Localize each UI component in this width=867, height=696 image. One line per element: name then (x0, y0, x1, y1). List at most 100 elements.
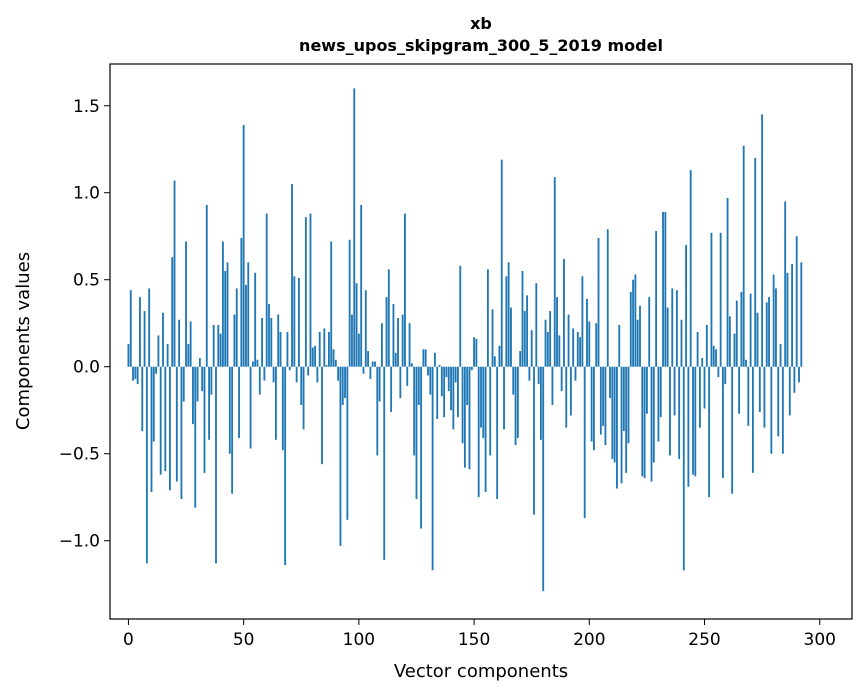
bar (330, 241, 333, 367)
bar (503, 366, 505, 430)
bar (781, 366, 784, 454)
bar (281, 366, 284, 451)
bar (486, 269, 489, 367)
y-tick-label: 1.0 (73, 184, 100, 204)
bar (740, 291, 743, 367)
bar (288, 366, 291, 371)
bar (588, 321, 591, 367)
bar (558, 335, 561, 367)
bar (549, 311, 552, 367)
bar (233, 314, 236, 367)
y-tick-label: −0.5 (59, 445, 100, 465)
bar (268, 304, 270, 367)
bar (590, 366, 593, 442)
bar (622, 366, 625, 432)
bar (521, 271, 524, 367)
bar (468, 366, 471, 470)
bar (738, 366, 741, 414)
bar (337, 366, 340, 381)
bars-group (127, 88, 803, 592)
bar (581, 276, 584, 367)
bar (212, 324, 215, 367)
bar (477, 366, 480, 498)
bar (321, 366, 323, 465)
bar (159, 366, 162, 475)
bar (298, 278, 300, 367)
bar (316, 366, 319, 383)
bar (300, 366, 303, 406)
bar (687, 366, 690, 487)
bar (217, 324, 220, 367)
bar (201, 366, 204, 392)
bar (542, 366, 545, 592)
bar (710, 232, 713, 367)
bar (440, 366, 443, 397)
bar (694, 366, 697, 477)
bar (141, 366, 144, 432)
bar (756, 312, 759, 367)
bar (417, 366, 420, 406)
bar (251, 361, 254, 367)
bar (424, 349, 427, 367)
bar (569, 366, 572, 416)
bar (565, 366, 568, 428)
bar (180, 366, 183, 499)
bar (175, 366, 178, 482)
bar (535, 283, 538, 367)
bar (445, 366, 448, 378)
bar (293, 276, 296, 367)
bar (749, 293, 752, 367)
bar (664, 211, 667, 367)
bar (715, 349, 717, 367)
bar (256, 359, 259, 367)
bar (505, 276, 508, 367)
y-tick-label: 1.5 (73, 97, 100, 117)
bar (657, 366, 660, 442)
y-axis-ticks: −1.0 −0.5 0.0 0.5 1.0 1.5 (59, 97, 110, 552)
bar (376, 366, 379, 456)
bar (576, 331, 579, 367)
bar (641, 366, 644, 477)
bar (235, 288, 238, 367)
y-tick-label: 0.5 (73, 271, 100, 291)
bar (219, 333, 222, 367)
bar (309, 213, 312, 367)
bar (457, 366, 459, 418)
bar (429, 366, 432, 395)
bar (595, 323, 598, 367)
bar (210, 366, 213, 395)
bar (689, 170, 692, 367)
bar (436, 366, 439, 419)
bar (208, 366, 211, 440)
bar (155, 366, 158, 374)
bar (604, 366, 607, 446)
bar (629, 291, 632, 367)
bar (480, 366, 482, 428)
bar (166, 344, 169, 367)
y-tick-label: 0.0 (73, 358, 100, 378)
bar (231, 366, 234, 494)
bar (712, 345, 715, 367)
bar (606, 229, 609, 367)
bar (378, 366, 381, 402)
bar (459, 265, 462, 367)
bar (194, 366, 197, 508)
bar (353, 88, 356, 367)
bar (240, 237, 243, 367)
bar (533, 366, 535, 515)
bar (438, 364, 441, 367)
bar (726, 197, 729, 367)
bar (795, 236, 798, 367)
bar (171, 257, 174, 367)
bar (765, 302, 768, 367)
bar (733, 333, 736, 367)
bar (678, 366, 681, 459)
bar (574, 366, 577, 381)
bar (632, 279, 635, 367)
bar (286, 331, 289, 367)
bar (682, 366, 685, 571)
bar (334, 359, 337, 367)
bar (586, 298, 588, 367)
bar (602, 366, 605, 426)
bar (150, 366, 153, 492)
